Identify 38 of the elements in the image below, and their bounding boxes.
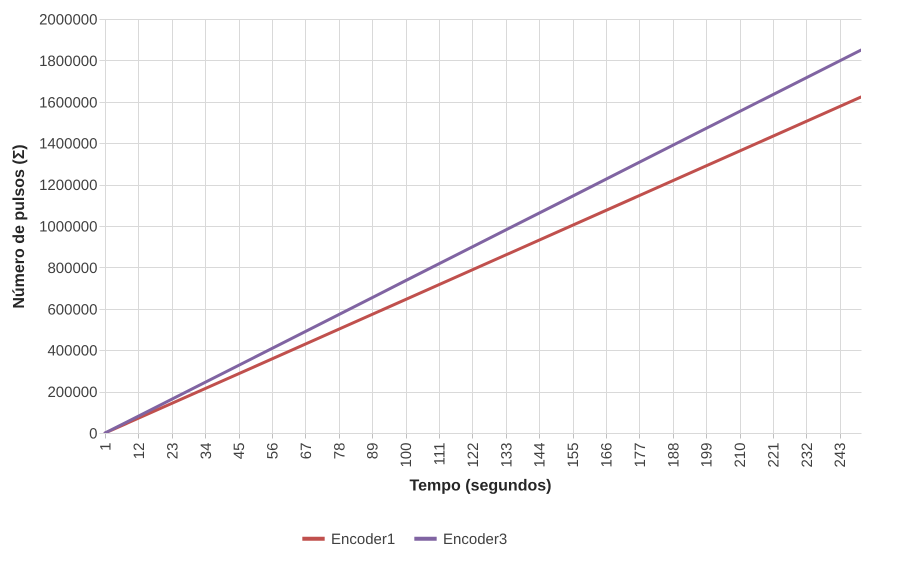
x-axis-title: Tempo (segundos) <box>410 478 552 495</box>
y-tick-label: 400000 <box>47 342 98 360</box>
x-tick-label: 199 <box>698 442 716 468</box>
x-tick-label: 12 <box>130 442 148 460</box>
x-tick-label: 56 <box>264 442 282 460</box>
x-tick-label: 210 <box>732 442 750 468</box>
y-tick-label: 1800000 <box>39 52 98 70</box>
y-tick-label: 1200000 <box>39 177 98 194</box>
y-tick-label: 1000000 <box>39 218 98 236</box>
x-tick-label: 34 <box>198 442 215 460</box>
x-tick-label: 1 <box>98 442 115 451</box>
y-tick-label: 1600000 <box>39 94 98 112</box>
x-tick-label: 111 <box>432 442 449 466</box>
x-tick-label: 23 <box>164 442 182 460</box>
x-tick-label: 78 <box>331 442 348 460</box>
x-tick-label: 144 <box>532 442 549 468</box>
x-tick-label: 221 <box>765 442 782 468</box>
y-tick-label: 0 <box>89 426 98 442</box>
x-tick-label: 232 <box>798 442 816 468</box>
x-tick-label: 177 <box>632 442 649 468</box>
y-tick-label: 1400000 <box>39 136 98 153</box>
x-tick-label: 122 <box>464 442 482 468</box>
x-tick-label: 100 <box>398 442 416 468</box>
x-tick-label: 243 <box>832 442 850 468</box>
x-tick-label: 67 <box>298 442 315 460</box>
x-tick-label: 45 <box>231 442 248 460</box>
y-tick-label: 600000 <box>47 301 98 318</box>
y-tick-label: 200000 <box>47 384 98 402</box>
y-axis-title: Número de pulsos (Σ) <box>11 144 28 309</box>
x-tick-label: 155 <box>565 442 582 468</box>
y-tick-label: 2000000 <box>39 12 98 28</box>
x-tick-label: 133 <box>498 442 516 468</box>
x-tick-label: 166 <box>598 442 616 468</box>
x-tick-label: 89 <box>364 442 382 460</box>
legend-label: Encoder1 <box>331 530 396 548</box>
legend-label: Encoder3 <box>443 530 508 548</box>
x-tick-label: 188 <box>665 442 682 468</box>
y-tick-label: 800000 <box>47 260 98 277</box>
